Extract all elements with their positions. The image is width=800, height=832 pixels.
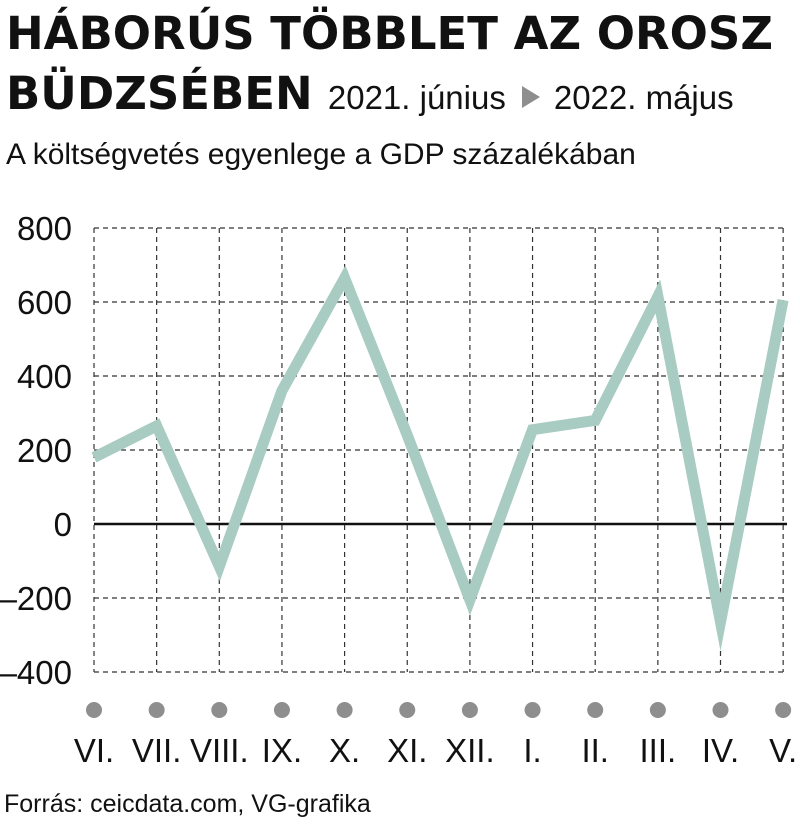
period-range: 2021. június 2022. május — [319, 79, 734, 116]
triangle-right-icon — [521, 86, 540, 109]
x-marker-dot — [712, 702, 729, 718]
x-marker-dot — [461, 702, 478, 718]
title-line-2: BÜDZSÉBEN 2021. június 2022. május — [6, 64, 773, 128]
series-line — [91, 265, 789, 651]
y-tick-label: 800 — [17, 210, 72, 247]
x-tick-label: II. — [581, 732, 609, 769]
x-tick-label: X. — [329, 732, 360, 769]
x-marker-dot — [587, 702, 604, 718]
x-tick-label: IX. — [262, 732, 302, 769]
x-marker-dot — [86, 702, 102, 718]
y-tick-label: –400 — [0, 654, 72, 691]
x-tick-label: XI. — [387, 732, 427, 769]
x-tick-label: VIII. — [190, 732, 249, 769]
x-marker-dot — [524, 702, 541, 718]
x-tick-label: III. — [640, 732, 677, 769]
period-end: 2022. május — [553, 79, 734, 116]
y-tick-label: 200 — [17, 432, 72, 469]
x-tick-label: IV. — [702, 732, 739, 769]
y-tick-label: 400 — [17, 358, 72, 395]
x-marker-dot — [273, 702, 290, 718]
x-tick-label: I. — [523, 732, 541, 769]
x-tick-label: V. — [769, 732, 797, 769]
title-line-1: HÁBORÚS TÖBBLET AZ OROSZ — [6, 7, 773, 60]
x-marker-dot — [211, 702, 228, 718]
x-tick-label: VI. — [74, 732, 114, 769]
y-axis: 800 600 400 200 0 –200 –400 — [0, 210, 72, 691]
x-marker-dot — [148, 702, 165, 718]
x-marker-dot — [649, 702, 666, 718]
source-note: Forrás: ceicdata.com, VG-grafika — [4, 790, 371, 818]
x-tick-label: XII. — [445, 732, 495, 769]
x-marker-dot — [336, 702, 353, 718]
y-tick-label: 600 — [17, 284, 72, 321]
chart-title: HÁBORÚS TÖBBLET AZ OROSZ BÜDZSÉBEN 2021.… — [6, 4, 773, 128]
x-axis: VI. VII. VIII. IX. X. XI. XII. I. II. III. IV. V. — [74, 732, 797, 769]
x-axis-markers — [86, 702, 792, 718]
period-start: 2021. június — [327, 79, 506, 116]
title-line-2-text: BÜDZSÉBEN — [6, 67, 313, 120]
y-tick-label: –200 — [0, 580, 72, 617]
x-marker-dot — [775, 702, 792, 718]
y-tick-label: 0 — [54, 506, 72, 543]
x-tick-label: VII. — [132, 732, 182, 769]
x-marker-dot — [399, 702, 416, 718]
series-layer — [91, 265, 789, 651]
chart-subtitle: A költségvetés egyenlege a GDP százaléká… — [6, 138, 636, 171]
